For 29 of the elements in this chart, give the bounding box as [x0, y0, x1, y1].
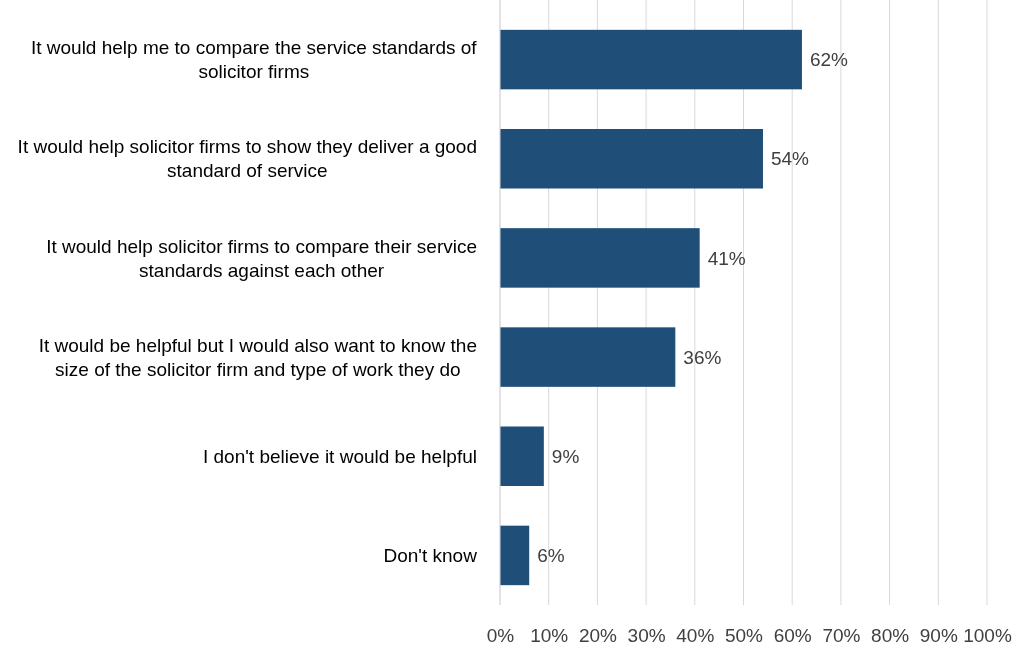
x-tick-label: 0% — [486, 625, 515, 647]
bar — [500, 228, 700, 288]
x-tick-label: 40% — [676, 625, 715, 647]
bar — [500, 426, 544, 486]
bar — [500, 525, 530, 586]
y-tick-label: It would help solicitor firms to compare their service standards against each other — [46, 235, 477, 281]
data-label: 9% — [551, 445, 580, 467]
bar — [500, 29, 802, 90]
bar — [500, 129, 763, 189]
data-label: 6% — [537, 545, 565, 567]
x-tick-label: 50% — [724, 625, 764, 647]
y-tick-label: It would help solicitor firms to show they deliver a good standard of service — [17, 136, 477, 182]
x-tick-label: 100% — [963, 625, 1012, 647]
x-tick-label: 10% — [530, 625, 569, 647]
bar — [500, 327, 676, 387]
data-label: 54% — [770, 148, 810, 170]
data-label: 62% — [809, 49, 849, 71]
x-tick-label: 80% — [871, 625, 910, 647]
y-tick-label: I don't believe it would be helpful — [202, 445, 477, 467]
x-tick-label: 20% — [578, 625, 618, 647]
y-tick-label: Don't know — [383, 545, 478, 567]
x-tick-label: 30% — [627, 625, 666, 647]
data-label: 36% — [683, 346, 722, 368]
x-tick-label: 70% — [822, 625, 861, 647]
x-tick-label: 60% — [773, 625, 812, 647]
x-tick-label: 90% — [919, 625, 958, 647]
data-label: 41% — [707, 247, 746, 269]
y-tick-label: It would be helpful but I would also want to know the size of the solicitor firm and type of work they do — [38, 334, 477, 380]
y-tick-label: It would help me to compare the service standards of solicitor firms — [30, 37, 478, 83]
